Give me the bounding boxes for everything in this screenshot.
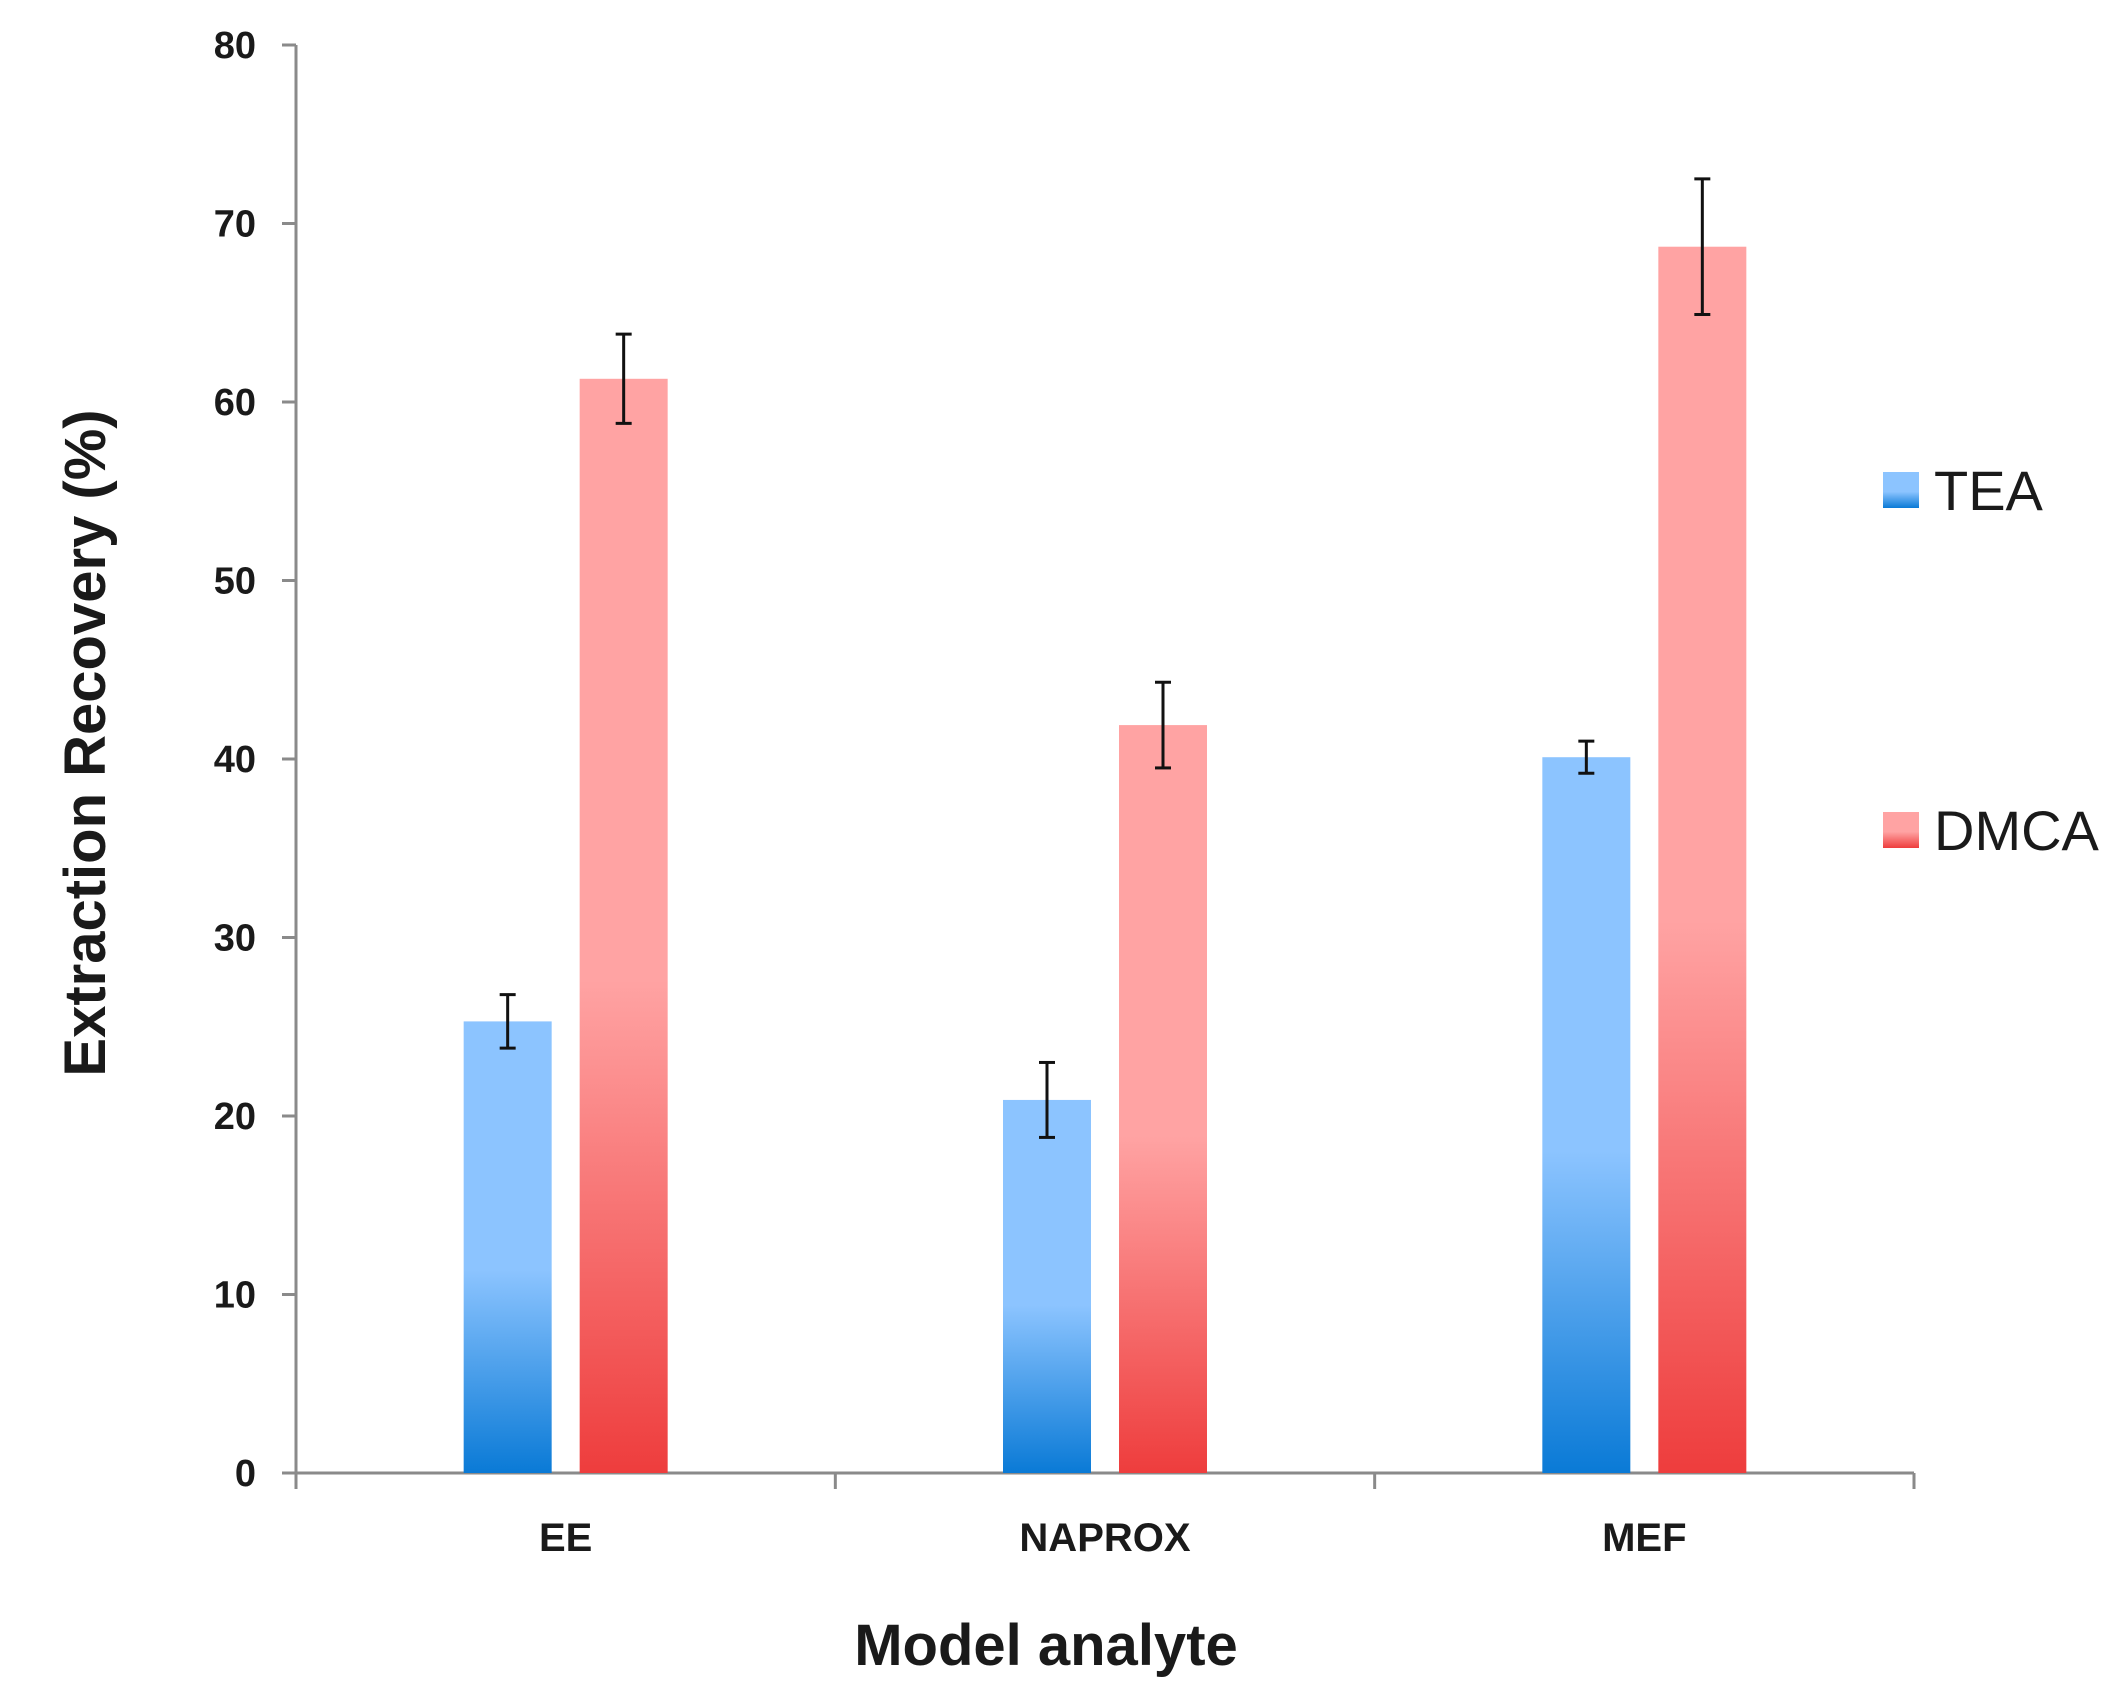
bars: [463, 246, 1747, 1474]
y-tick-label-0: 0: [235, 1453, 256, 1495]
x-tick-label-naprox: NAPROX: [1019, 1516, 1190, 1560]
y-tick-label-70: 70: [214, 204, 256, 246]
y-axis-title: Extraction Recovery (%): [53, 409, 118, 1076]
axes: 0 10 20 30 40 50 60 70 80 EE NAPROX MEF: [214, 25, 1916, 1560]
error-bars: [499, 177, 1711, 1139]
bar-dmca-naprox: [1119, 725, 1207, 1473]
legend-swatch-tea: [1883, 472, 1919, 508]
labels: Extraction Recovery (%) Model analyte: [53, 409, 1238, 1678]
bar-dmca-ee: [579, 378, 668, 1473]
y-tick-label-40: 40: [214, 739, 256, 781]
y-tick-label-30: 30: [214, 918, 256, 960]
legend-item-dmca: DMCA: [1883, 799, 2100, 862]
x-axis-title: Model analyte: [854, 1613, 1238, 1678]
x-tick-label-mef: MEF: [1602, 1516, 1686, 1560]
legend-label-tea: TEA: [1934, 459, 2044, 522]
x-tick-label-ee: EE: [539, 1516, 592, 1560]
bar-tea-naprox: [1003, 1099, 1091, 1473]
bar-dmca-mef: [1658, 246, 1747, 1474]
legend-swatch-dmca: [1883, 812, 1919, 848]
y-tick-label-80: 80: [214, 25, 256, 67]
legend-label-dmca: DMCA: [1934, 799, 2100, 862]
legend: TEA DMCA: [1883, 459, 2100, 862]
y-tick-label-60: 60: [214, 382, 256, 424]
y-tick-label-10: 10: [214, 1275, 256, 1317]
y-tick-label-20: 20: [214, 1096, 256, 1138]
bar-tea-mef: [1542, 757, 1631, 1473]
legend-item-tea: TEA: [1883, 459, 2044, 522]
y-tick-label-50: 50: [214, 561, 256, 603]
bar-tea-ee: [463, 1021, 552, 1473]
